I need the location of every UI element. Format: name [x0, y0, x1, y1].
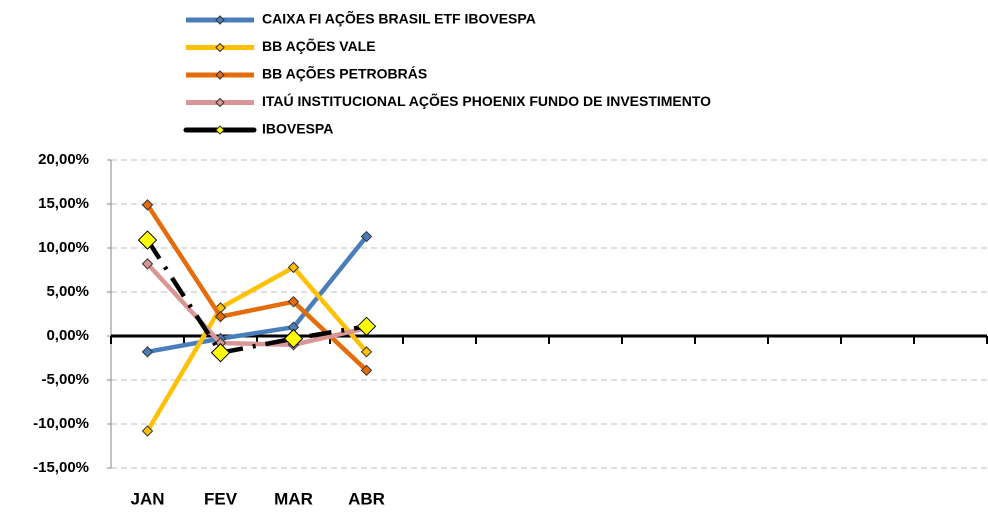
series-line — [147, 235, 369, 355]
y-tick-label: 5,00% — [46, 283, 89, 300]
y-tick-label: 20,00% — [38, 151, 89, 168]
series-marker — [137, 230, 158, 250]
series-marker — [214, 310, 227, 323]
series-marker — [360, 230, 373, 243]
x-tick-label: JAN — [130, 489, 164, 508]
x-tick-label: FEV — [204, 489, 238, 508]
series-line — [145, 238, 367, 355]
series-line — [145, 262, 368, 348]
y-tick-label: 0,00% — [46, 327, 89, 344]
y-tick-label: -5,00% — [41, 371, 89, 388]
legend-label: CAIXA FI AÇÕES BRASIL ETF IBOVESPA — [262, 10, 536, 27]
legend-marker — [215, 97, 225, 108]
legend-label: IBOVESPA — [262, 121, 333, 137]
legend-marker — [215, 70, 225, 80]
series-line — [145, 265, 369, 433]
series-marker — [360, 346, 373, 358]
legend-label: BB AÇÕES VALE — [262, 37, 376, 54]
series-marker — [141, 258, 154, 270]
series-marker — [287, 295, 300, 308]
legend-marker — [215, 125, 225, 135]
y-tick-label: -10,00% — [33, 415, 89, 432]
x-tick-label: ABR — [348, 489, 385, 508]
series-marker — [287, 261, 300, 274]
series-marker — [283, 328, 304, 349]
series-marker — [356, 316, 377, 337]
y-tick-label: -15,00% — [33, 459, 89, 476]
legend-label: BB AÇÕES PETROBRÁS — [262, 65, 427, 82]
series-marker — [141, 199, 154, 211]
y-tick-label: 15,00% — [38, 195, 89, 212]
series-marker — [141, 346, 154, 358]
series-marker — [141, 425, 154, 437]
x-tick-label: MAR — [274, 489, 313, 508]
y-tick-label: 10,00% — [38, 239, 89, 256]
legend-marker — [215, 42, 225, 53]
series-marker — [360, 364, 373, 377]
series-marker — [210, 343, 231, 363]
legend-label: ITAÚ INSTITUCIONAL AÇÕES PHOENIX FUNDO D… — [262, 92, 711, 109]
legend-marker — [215, 15, 225, 25]
